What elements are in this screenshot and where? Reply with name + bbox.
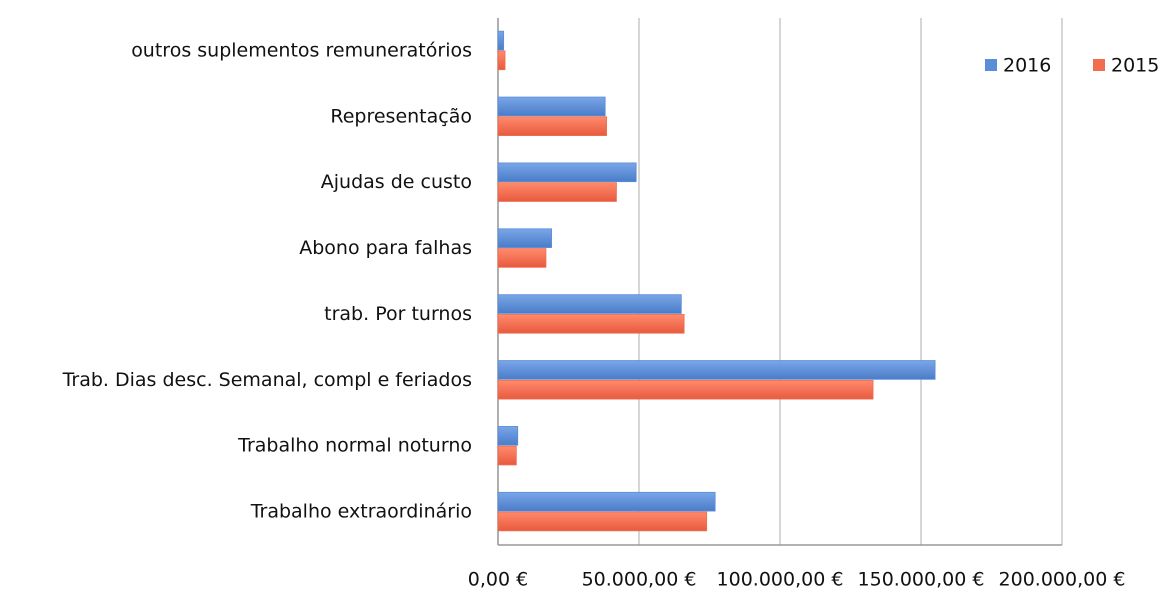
bar [497, 426, 519, 446]
y-tick-label: Trab. Dias desc. Semanal, compl e feriad… [62, 369, 472, 391]
y-tick-label: Representação [330, 105, 472, 127]
x-tick-label: 200.000,00 € [999, 569, 1126, 591]
bar [497, 491, 716, 512]
x-tick-label: 150.000,00 € [858, 569, 985, 591]
bar [497, 248, 547, 268]
y-tick-label: Trabalho extraordinário [250, 501, 472, 523]
bar [497, 228, 552, 248]
y-tick-label: Trabalho normal noturno [237, 435, 472, 457]
bar [497, 50, 506, 71]
y-tick-label: Abono para falhas [299, 237, 472, 259]
y-tick-label: outros suplementos remuneratórios [131, 39, 472, 61]
legend-label: 2015 [1111, 55, 1159, 77]
x-tick-label: 50.000,00 € [582, 569, 697, 591]
legend-swatch [1093, 59, 1105, 71]
bar [497, 116, 607, 136]
y-tick-label: Ajudas de custo [321, 171, 472, 193]
x-tick-label: 100.000,00 € [717, 569, 844, 591]
bar [497, 360, 936, 380]
bar [497, 30, 505, 51]
bar [497, 314, 685, 334]
legend-swatch [985, 59, 997, 71]
bar [497, 96, 606, 117]
bar [497, 379, 874, 400]
x-tick-label: 0,00 € [468, 569, 528, 591]
bar [497, 294, 682, 314]
bar [497, 182, 617, 202]
y-tick-label: trab. Por turnos [324, 303, 472, 325]
bar [497, 511, 708, 532]
bar [497, 162, 637, 183]
bar [497, 445, 517, 466]
legend-label: 2016 [1003, 55, 1051, 77]
